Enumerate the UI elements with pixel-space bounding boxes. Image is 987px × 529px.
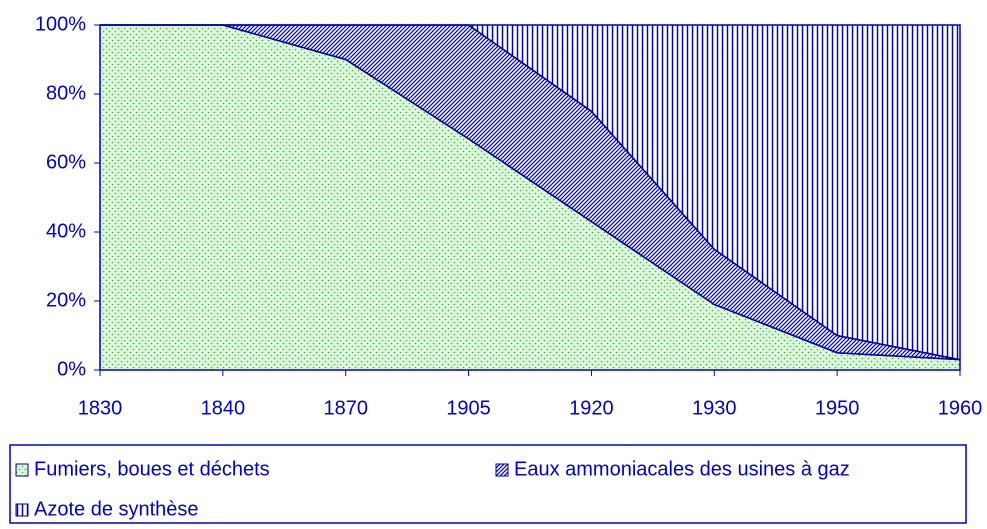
- legend-label: Azote de synthèse: [34, 498, 199, 520]
- legend-box: [9, 444, 967, 524]
- legend-swatch: [495, 463, 509, 477]
- x-tick-label: 1830: [78, 397, 123, 419]
- y-tick-label: 80%: [46, 82, 86, 104]
- legend-label: Fumiers, boues et déchets: [34, 458, 270, 480]
- legend-swatch: [15, 463, 29, 477]
- legend-swatch: [15, 503, 29, 517]
- legend-label: Eaux ammoniacales des usines à gaz: [514, 458, 850, 480]
- x-tick-label: 1905: [446, 397, 491, 419]
- y-tick-label: 60%: [46, 151, 86, 173]
- plot-frame: [99, 24, 961, 371]
- x-tick-label: 1840: [201, 397, 246, 419]
- x-tick-label: 1930: [692, 397, 737, 419]
- x-tick-label: 1920: [569, 397, 614, 419]
- y-tick-label: 100%: [35, 13, 86, 35]
- x-tick-label: 1960: [938, 397, 983, 419]
- x-tick-label: 1950: [815, 397, 860, 419]
- y-tick-label: 20%: [46, 289, 86, 311]
- y-tick-label: 0%: [57, 358, 86, 380]
- y-tick-label: 40%: [46, 220, 86, 242]
- x-tick-label: 1870: [323, 397, 368, 419]
